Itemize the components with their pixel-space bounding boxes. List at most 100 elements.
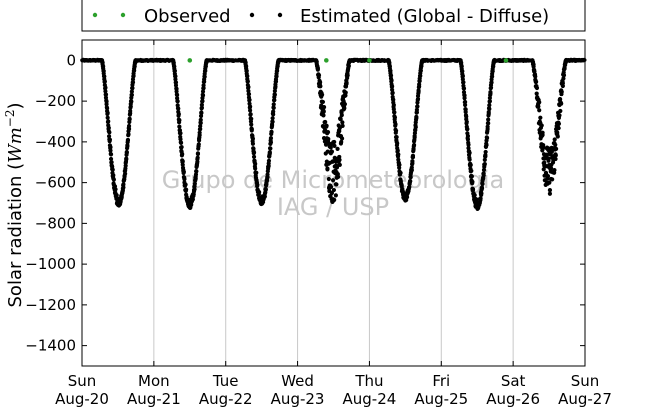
data-point: [481, 167, 487, 173]
data-point: [340, 120, 345, 125]
data-point: [201, 83, 206, 88]
data-point: [469, 174, 474, 179]
data-point: [173, 74, 178, 79]
data-point: [467, 157, 472, 162]
data-point: [390, 84, 395, 89]
data-point: [482, 161, 487, 167]
data-point: [270, 119, 275, 124]
data-point: [267, 150, 272, 155]
data-point: [198, 126, 203, 132]
x-tick-label-day: Sat: [501, 372, 526, 390]
data-point: [271, 105, 276, 110]
data-point: [464, 119, 469, 124]
data-point: [106, 119, 111, 124]
data-point: [390, 90, 395, 95]
data-point: [554, 146, 559, 151]
legend: Observed Estimated (Global - Diffuse): [81, 0, 586, 32]
y-tick-label: −800: [35, 214, 76, 232]
data-point: [549, 149, 554, 154]
data-point: [332, 139, 337, 145]
data-point: [200, 89, 206, 94]
data-point: [481, 171, 486, 176]
data-point: [328, 145, 333, 150]
grid-lines: [153, 40, 514, 366]
legend-marker-observed-1: [92, 12, 98, 18]
data-point: [248, 108, 253, 113]
data-point: [557, 113, 562, 118]
data-point: [130, 86, 135, 91]
data-point: [253, 166, 258, 171]
y-axis-label: Solar radiation (Wm−2): [3, 102, 26, 307]
data-point: [247, 97, 252, 103]
data-point: [175, 99, 180, 104]
data-point: [550, 177, 555, 182]
data-point: [271, 109, 276, 114]
data-point: [268, 140, 274, 145]
data-point: [249, 128, 254, 133]
data-point: [246, 88, 251, 94]
data-point: [460, 73, 465, 79]
data-point: [548, 166, 554, 171]
data-point: [538, 115, 543, 120]
data-point: [329, 149, 335, 154]
data-point: [541, 167, 546, 172]
data-point: [534, 79, 539, 84]
data-point: [179, 144, 184, 150]
data-point: [396, 152, 401, 157]
data-point: [486, 117, 491, 122]
data-point: [105, 115, 110, 120]
data-point: [470, 187, 476, 193]
y-axis-label-unit: Wm: [5, 127, 26, 163]
x-tick-label-date: Aug-25: [414, 390, 468, 408]
data-point: [463, 99, 468, 105]
data-point: [325, 130, 331, 135]
data-point: [323, 119, 328, 125]
data-point: [268, 146, 273, 151]
data-point: [103, 85, 108, 90]
data-point: [486, 110, 491, 115]
data-point: [553, 156, 558, 162]
data-point: [395, 148, 400, 153]
data-point: [389, 78, 394, 83]
data-point: [393, 128, 399, 133]
data-point: [472, 192, 477, 198]
data-point: [326, 176, 331, 182]
data-point: [555, 130, 560, 135]
data-point: [461, 86, 467, 91]
data-point: [337, 162, 342, 167]
data-point: [417, 82, 422, 87]
data-point: [553, 142, 558, 147]
data-point: [263, 187, 268, 192]
data-point: [410, 153, 416, 158]
data-point: [108, 152, 114, 157]
data-point: [195, 155, 200, 160]
data-point: [531, 64, 536, 69]
data-point: [113, 187, 118, 192]
data-point: [200, 99, 205, 104]
data-point: [485, 124, 490, 129]
data-point: [391, 102, 396, 108]
data-point: [107, 137, 113, 142]
data-point: [333, 193, 338, 198]
data-point: [276, 58, 281, 63]
data-point: [121, 185, 126, 190]
data-point: [556, 121, 562, 126]
data-point: [398, 170, 403, 175]
data-point: [468, 162, 473, 168]
data-point: [111, 173, 116, 178]
data-point: [467, 150, 472, 155]
data-point: [558, 108, 563, 114]
data-point: [347, 58, 353, 63]
x-tick-label-day: Tue: [212, 372, 239, 390]
data-point: [190, 197, 195, 202]
data-point: [339, 139, 344, 145]
data-point: [486, 121, 491, 126]
data-point: [487, 106, 492, 112]
data-point: [487, 99, 492, 104]
data-point: [408, 179, 413, 184]
x-tick-label-date: Aug-20: [55, 390, 109, 408]
data-point: [483, 149, 488, 155]
data-point: [266, 158, 272, 163]
data-point: [342, 106, 347, 111]
